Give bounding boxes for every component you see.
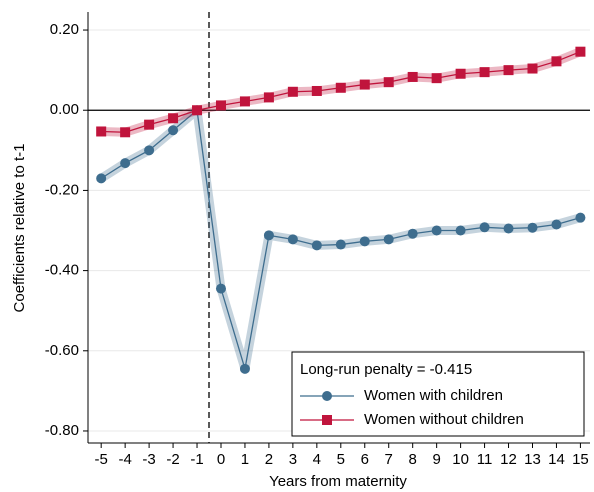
marker — [431, 225, 442, 236]
marker — [551, 56, 562, 67]
x-tick-label: 14 — [548, 451, 565, 468]
y-tick-label: -0.60 — [45, 342, 79, 359]
y-tick-label: -0.20 — [45, 181, 79, 198]
marker — [359, 236, 370, 247]
x-tick-label: -2 — [166, 451, 179, 468]
legend-label: Women with children — [364, 387, 503, 404]
legend-marker — [322, 415, 332, 425]
x-tick-label: 6 — [361, 451, 369, 468]
marker — [144, 119, 155, 130]
marker — [359, 79, 370, 90]
x-axis-title: Years from maternity — [269, 473, 407, 490]
marker — [215, 100, 226, 111]
marker — [455, 225, 466, 236]
x-tick-label: -1 — [190, 451, 203, 468]
marker — [287, 86, 298, 97]
marker — [479, 222, 490, 233]
x-tick-label: 5 — [337, 451, 345, 468]
marker — [311, 85, 322, 96]
x-tick-label: -3 — [142, 451, 155, 468]
marker — [239, 363, 250, 374]
marker — [263, 92, 274, 103]
marker — [120, 127, 131, 138]
marker — [551, 219, 562, 230]
marker — [455, 68, 466, 79]
legend-title: Long-run penalty = -0.415 — [300, 361, 472, 378]
marker — [335, 239, 346, 250]
marker — [575, 46, 586, 57]
x-tick-label: -5 — [95, 451, 108, 468]
marker — [239, 96, 250, 107]
marker — [527, 222, 538, 233]
marker — [120, 158, 131, 169]
y-tick-label: -0.40 — [45, 262, 79, 279]
x-tick-label: 11 — [477, 451, 493, 468]
marker — [311, 240, 322, 251]
x-tick-label: 0 — [217, 451, 225, 468]
marker — [527, 63, 538, 74]
x-tick-label: -4 — [118, 451, 131, 468]
marker — [168, 113, 179, 124]
legend-marker — [322, 391, 332, 401]
x-tick-label: 1 — [241, 451, 249, 468]
legend-box — [291, 351, 585, 437]
x-tick-label: 10 — [452, 451, 469, 468]
x-tick-label: 2 — [265, 451, 273, 468]
marker — [383, 77, 394, 88]
marker — [407, 71, 418, 82]
x-tick-label: 7 — [385, 451, 393, 468]
marker — [503, 223, 514, 234]
marker — [479, 67, 490, 78]
marker — [192, 105, 203, 116]
x-tick-label: 12 — [500, 451, 517, 468]
marker — [215, 283, 226, 294]
series-line — [100, 108, 581, 370]
marker — [168, 125, 179, 136]
marker — [503, 65, 514, 76]
x-tick-label: 13 — [524, 451, 541, 468]
legend-label: Women without children — [364, 411, 524, 428]
marker — [144, 145, 155, 156]
x-tick-label: 3 — [289, 451, 297, 468]
marker — [431, 73, 442, 84]
confidence-band — [98, 105, 582, 374]
marker — [96, 173, 107, 184]
y-tick-label: -0.80 — [45, 422, 79, 439]
marker — [263, 230, 274, 241]
x-tick-label: 9 — [432, 451, 440, 468]
marker — [335, 82, 346, 93]
marker — [407, 228, 418, 239]
y-tick-label: 0.00 — [50, 101, 79, 118]
marker — [287, 234, 298, 245]
marker — [96, 126, 107, 137]
y-tick-label: 0.20 — [50, 21, 79, 38]
y-axis-title: Coefficients relative to t-1 — [11, 144, 28, 313]
marker — [383, 234, 394, 245]
marker — [575, 212, 586, 223]
x-tick-label: 4 — [313, 451, 321, 468]
x-tick-label: 15 — [572, 451, 589, 468]
x-tick-label: 8 — [409, 451, 417, 468]
